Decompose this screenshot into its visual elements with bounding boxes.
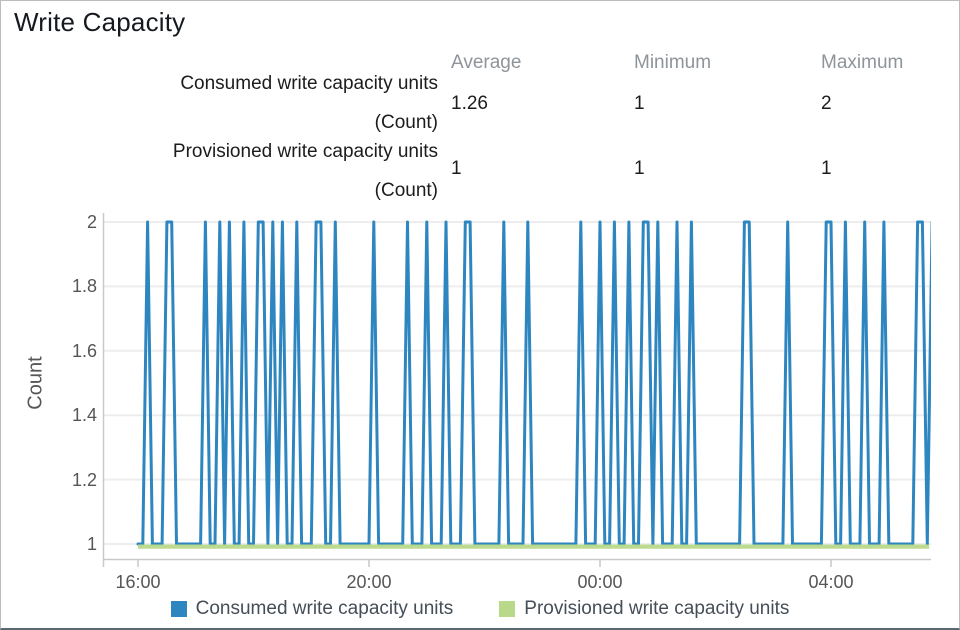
stats-column-header-average: Average bbox=[451, 52, 522, 73]
consumed-series-swatch-icon bbox=[170, 601, 187, 617]
stats-row-consumed-unit: (Count) bbox=[374, 112, 438, 133]
stats-row-provisioned-label: Provisioned write capacity units bbox=[172, 141, 438, 162]
x-tick-label: 00:00 bbox=[577, 572, 623, 592]
chart-legend: Consumed write capacity units Provisione… bbox=[1, 598, 959, 620]
y-tick-label: 1.4 bbox=[71, 405, 97, 426]
legend-label-consumed: Consumed write capacity units bbox=[195, 598, 454, 619]
y-tick-label: 1.8 bbox=[71, 276, 97, 297]
provisioned-minimum-value: 1 bbox=[634, 158, 645, 179]
y-tick-label: 1.2 bbox=[71, 469, 97, 490]
stats-column-header-maximum: Maximum bbox=[821, 52, 904, 73]
x-tick-label: 16:00 bbox=[115, 572, 161, 592]
consumed-maximum-value: 2 bbox=[821, 93, 832, 114]
provisioned-series-swatch-icon bbox=[499, 601, 516, 617]
consumed-average-value: 1.26 bbox=[451, 93, 488, 114]
stats-row-provisioned-unit: (Count) bbox=[374, 180, 438, 201]
x-tick-label: 04:00 bbox=[808, 572, 854, 592]
provisioned-maximum-value: 1 bbox=[821, 158, 832, 179]
y-tick-label: 2 bbox=[86, 212, 97, 232]
y-tick-label: 1.6 bbox=[71, 340, 97, 361]
legend-item-provisioned[interactable]: Provisioned write capacity units bbox=[499, 598, 789, 620]
consumed-minimum-value: 1 bbox=[634, 93, 645, 114]
provisioned-average-value: 1 bbox=[451, 158, 462, 179]
x-tick-label: 20:00 bbox=[346, 572, 392, 592]
page-title: Write Capacity bbox=[14, 7, 186, 37]
y-tick-label: 1 bbox=[86, 534, 97, 554]
stats-row-consumed-label: Consumed write capacity units bbox=[180, 73, 438, 94]
legend-label-provisioned: Provisioned write capacity units bbox=[524, 598, 790, 619]
legend-item-consumed[interactable]: Consumed write capacity units bbox=[170, 598, 454, 620]
line-chart-plot-area bbox=[102, 213, 931, 567]
stats-column-header-minimum: Minimum bbox=[634, 52, 712, 73]
